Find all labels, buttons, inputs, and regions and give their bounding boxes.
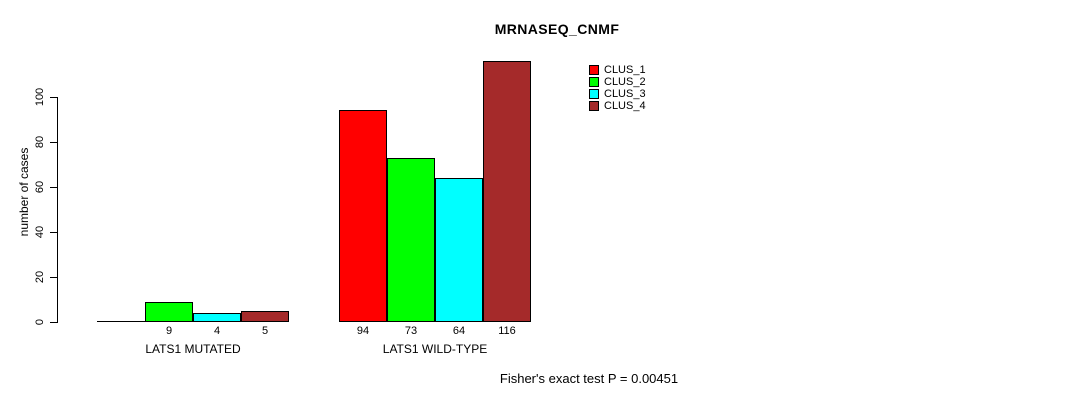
y-tick xyxy=(50,232,57,233)
y-tick xyxy=(50,277,57,278)
legend-item: CLUS_3 xyxy=(589,88,646,100)
bar xyxy=(241,311,289,322)
bar xyxy=(339,110,387,322)
y-tick xyxy=(50,187,57,188)
legend-item: CLUS_2 xyxy=(589,76,646,88)
y-tick xyxy=(50,97,57,98)
legend-swatch xyxy=(589,65,599,75)
legend-label: CLUS_4 xyxy=(604,100,646,112)
legend-item: CLUS_4 xyxy=(589,100,646,112)
legend-swatch xyxy=(589,89,599,99)
bar-value-label: 94 xyxy=(356,325,370,337)
legend-label: CLUS_2 xyxy=(604,76,646,88)
legend-label: CLUS_3 xyxy=(604,88,646,100)
legend-item: CLUS_1 xyxy=(589,64,646,76)
bar-value-label: 4 xyxy=(213,325,221,337)
y-tick-label: 100 xyxy=(34,87,46,107)
legend-swatch xyxy=(589,77,599,87)
bar-value-label: 5 xyxy=(261,325,269,337)
chart-title: MRNASEQ_CNMF xyxy=(494,21,620,37)
bar xyxy=(387,158,435,322)
legend-swatch xyxy=(589,101,599,111)
y-axis-line xyxy=(57,97,58,323)
y-tick xyxy=(50,142,57,143)
legend-label: CLUS_1 xyxy=(604,64,646,76)
x-category-label: LATS1 WILD-TYPE xyxy=(382,342,488,356)
bar-value-label: 9 xyxy=(165,325,173,337)
y-tick-label: 40 xyxy=(34,225,46,239)
y-tick xyxy=(50,322,57,323)
bar xyxy=(193,313,241,322)
x-category-label: LATS1 MUTATED xyxy=(145,342,241,356)
y-tick-label: 0 xyxy=(34,318,46,326)
bar xyxy=(145,302,193,322)
fisher-test-annotation: Fisher's exact test P = 0.00451 xyxy=(499,371,679,386)
bar-value-label: 64 xyxy=(452,325,466,337)
y-tick-label: 20 xyxy=(34,270,46,284)
bar xyxy=(435,178,483,322)
y-axis-label: number of cases xyxy=(17,147,31,237)
bar-value-label: 116 xyxy=(498,325,516,337)
bar xyxy=(483,61,531,322)
y-tick-label: 60 xyxy=(34,180,46,194)
y-tick-label: 80 xyxy=(34,135,46,149)
bar-zero xyxy=(97,321,145,322)
bar-value-label: 73 xyxy=(404,325,418,337)
